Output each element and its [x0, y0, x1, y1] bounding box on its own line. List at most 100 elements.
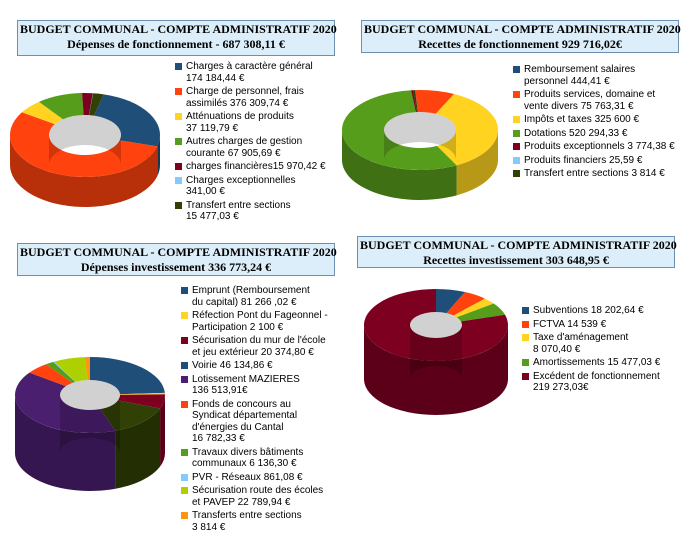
chart-1-title-line1: BUDGET COMMUNAL - COMPTE ADMINISTRATIF 2… — [20, 22, 337, 36]
donut-slice — [88, 93, 94, 116]
legend-swatch — [513, 170, 520, 177]
donut-slice — [46, 361, 76, 383]
legend-item: Lotissement MAZIERES 136 513,91€ — [181, 374, 341, 397]
legend-item: Transferts entre sections 3 814 € — [181, 510, 341, 533]
chart-4-title: BUDGET COMMUNAL - COMPTE ADMINISTRATIF 2… — [357, 236, 677, 268]
legend-item: Impôts et taxes 325 600 € — [513, 114, 693, 126]
legend-swatch — [522, 307, 529, 314]
legend-item: Produits services, domaine et vente dive… — [513, 89, 693, 112]
legend-swatch — [175, 88, 182, 95]
legend-label: Amortissements 15 477,03 € — [533, 357, 661, 368]
legend-label: Lotissement MAZIERES 136 513,91€ — [192, 373, 300, 397]
legend-swatch — [181, 473, 188, 481]
legend-swatch — [513, 143, 520, 150]
chart-1-title-line2: Dépenses de fonctionnement - 687 308,11 … — [67, 37, 285, 51]
legend-swatch — [181, 448, 188, 456]
donut-slice — [415, 90, 455, 114]
legend-swatch — [513, 116, 520, 123]
donut-slice — [456, 303, 506, 322]
donut-slice — [435, 94, 498, 166]
chart-4-donut — [364, 289, 508, 415]
chart-3-title-line1: BUDGET COMMUNAL - COMPTE ADMINISTRATIF 2… — [20, 245, 337, 259]
legend-item: Dotations 520 294,33 € — [513, 128, 693, 140]
legend-label: Excédent de fonctionnement 219 273,03€ — [533, 370, 660, 394]
legend-label: FCTVA 14 539 € — [533, 318, 607, 330]
donut-hole-wall — [60, 380, 120, 453]
legend-swatch — [175, 113, 182, 120]
donut-slice — [364, 289, 508, 361]
donut-slice — [88, 93, 104, 116]
donut-hole-wall — [384, 112, 456, 160]
donut-slice — [436, 289, 466, 314]
legend-swatch — [513, 91, 520, 98]
donut-slice-side — [15, 395, 116, 491]
donut-slice — [84, 357, 90, 381]
legend-swatch — [181, 312, 188, 319]
legend-item: Produits exceptionnels 3 774,38 € — [513, 141, 693, 153]
donut-slice — [15, 372, 116, 433]
donut-slice — [413, 90, 418, 113]
legend-item: Charge de personnel, frais assimilés 376… — [175, 86, 340, 109]
legend-label: Produits exceptionnels 3 774,38 € — [524, 141, 675, 152]
chart-3-title: BUDGET COMMUNAL - COMPTE ADMINISTRATIF 2… — [17, 243, 337, 276]
donut-slice — [411, 90, 417, 113]
legend-label: Transfert entre sections 3 814 € — [524, 168, 665, 179]
legend-label: Autres charges de gestion courante 67 90… — [186, 136, 303, 159]
chart-2-title-line2: Recettes de fonctionnement 929 716,02€ — [418, 37, 622, 51]
legend-swatch — [175, 63, 182, 70]
donut-slice — [119, 392, 165, 395]
legend-label: Transfert entre sections 15 477,03 € — [186, 199, 291, 223]
donut-hole-wall — [49, 115, 121, 165]
legend-label: Transferts entre sections 3 814 € — [192, 510, 302, 533]
legend-label: Sécurisation du mur de l'école et jeu ex… — [192, 335, 326, 358]
legend-item: Produits financiers 25,59 € — [513, 155, 693, 167]
legend-label: Taxe d'aménagement 8 070,40 € — [533, 332, 629, 355]
chart-4-legend: Subventions 18 202,64 € FCTVA 14 539 € Tax… — [522, 305, 692, 396]
donut-slice-side — [160, 395, 165, 467]
legend-label: Charges à caractère général 174 184,44 € — [186, 61, 313, 84]
chart-1-legend: Charges à caractère général 174 184,44 €… — [175, 61, 340, 225]
legend-item: Sécurisation du mur de l'école et jeu ex… — [181, 335, 341, 358]
legend-label: Voirie 46 134,86 € — [192, 360, 273, 371]
legend-swatch — [175, 163, 182, 170]
legend-label: Charges exceptionnelles 341,00 € — [186, 174, 296, 198]
legend-swatch — [522, 372, 529, 380]
chart-4-title-line1: BUDGET COMMUNAL - COMPTE ADMINISTRATIF 2… — [360, 238, 677, 252]
legend-item: Autres charges de gestion courante 67 90… — [175, 136, 340, 159]
legend-item: FCTVA 14 539 € — [522, 319, 692, 331]
chart-4-title-line2: Recettes investissement 303 648,95 € — [423, 253, 609, 267]
legend-label: Dotations 520 294,33 € — [524, 127, 628, 139]
legend-swatch — [522, 320, 529, 328]
donut-slice — [90, 357, 165, 395]
chart-2-title-line1: BUDGET COMMUNAL - COMPTE ADMINISTRATIF 2… — [364, 22, 681, 36]
chart-3-legend: Emprunt (Remboursement du capital) 81 26… — [181, 285, 341, 535]
legend-label: Charge de personnel, frais assimilés 376… — [186, 86, 304, 109]
chart-2-title: BUDGET COMMUNAL - COMPTE ADMINISTRATIF 2… — [361, 20, 681, 53]
donut-slice — [53, 361, 76, 382]
legend-label: Emprunt (Remboursement du capital) 81 26… — [192, 285, 310, 308]
legend-item: Amortissements 15 477,03 € — [522, 357, 692, 369]
donut-slice — [118, 394, 166, 409]
donut-slice-side — [456, 130, 498, 196]
legend-label: Produits services, domaine et vente dive… — [524, 89, 656, 112]
chart-1-donut — [10, 93, 161, 207]
donut-slice — [21, 101, 63, 125]
chart-3-title-line2: Dépenses investissement 336 773,24 € — [80, 260, 272, 274]
legend-item: Emprunt (Remboursement du capital) 81 26… — [181, 285, 341, 308]
chart-2-legend: Remboursement salaires personnel 444,41 … — [513, 64, 693, 182]
donut-slice-side — [157, 135, 160, 177]
legend-swatch — [181, 375, 188, 383]
legend-item: Sécurisation route des écoles et PAVEP 2… — [181, 485, 341, 508]
legend-swatch — [522, 359, 529, 366]
legend-swatch — [175, 176, 182, 184]
legend-item: Charges exceptionnelles 341,00 € — [175, 175, 340, 198]
legend-label: PVR - Réseaux 861,08 € — [192, 471, 303, 483]
donut-hole-wall — [410, 312, 462, 379]
donut-slice — [29, 364, 73, 387]
donut-slice — [453, 298, 494, 318]
donut-slice — [10, 112, 158, 177]
legend-label: Travaux divers bâtiments communaux 6 136… — [192, 446, 304, 470]
legend-item: charges financières15 970,42 € — [175, 161, 340, 173]
legend-label: Subventions 18 202,64 € — [533, 305, 644, 316]
donut-slice — [54, 357, 88, 382]
